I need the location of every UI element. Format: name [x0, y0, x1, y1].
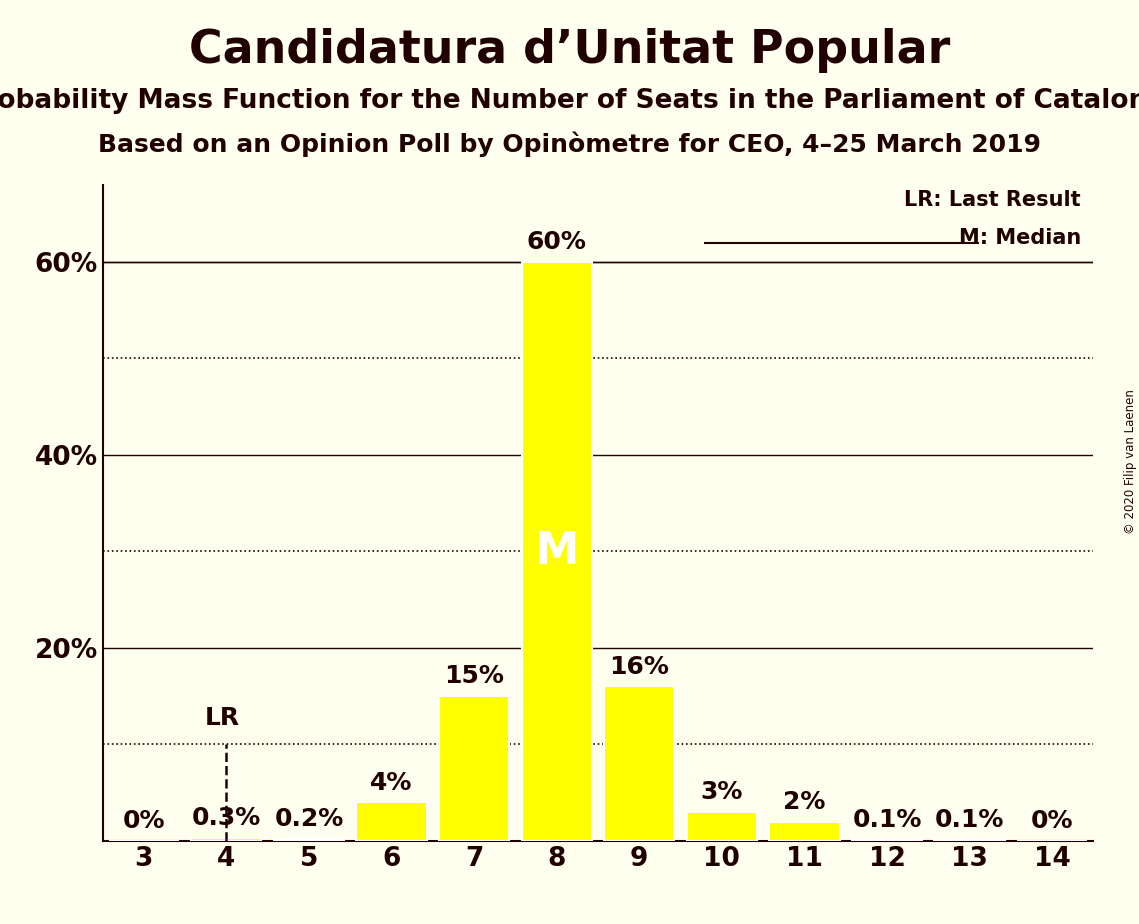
Text: 2%: 2% — [784, 790, 826, 814]
Text: 0%: 0% — [123, 809, 165, 833]
Bar — [769, 821, 839, 841]
Text: 16%: 16% — [609, 655, 670, 679]
Text: 4%: 4% — [370, 771, 412, 795]
Text: LR: LR — [205, 706, 240, 730]
Text: © 2020 Filip van Laenen: © 2020 Filip van Laenen — [1124, 390, 1137, 534]
Bar — [687, 812, 757, 841]
Bar — [604, 687, 674, 841]
Text: 15%: 15% — [444, 664, 505, 688]
Text: M: M — [534, 529, 579, 573]
Bar — [934, 840, 1005, 841]
Text: Probability Mass Function for the Number of Seats in the Parliament of Catalonia: Probability Mass Function for the Number… — [0, 88, 1139, 114]
Text: Candidatura d’Unitat Popular: Candidatura d’Unitat Popular — [189, 28, 950, 73]
Bar — [191, 838, 262, 841]
Text: 0%: 0% — [1031, 809, 1073, 833]
Text: 0.1%: 0.1% — [935, 808, 1005, 833]
Bar — [522, 262, 592, 841]
Text: 0.2%: 0.2% — [274, 808, 344, 832]
Bar — [273, 839, 344, 841]
Bar — [439, 696, 509, 841]
Bar — [357, 802, 427, 841]
Text: 60%: 60% — [526, 230, 587, 254]
Text: M: Median: M: Median — [959, 228, 1081, 249]
Text: 0.3%: 0.3% — [191, 807, 261, 831]
Text: 3%: 3% — [700, 780, 743, 804]
Text: LR: Last Result: LR: Last Result — [904, 189, 1081, 210]
Bar — [852, 840, 923, 841]
Text: 0.1%: 0.1% — [852, 808, 921, 833]
Text: Based on an Opinion Poll by Opinòmetre for CEO, 4–25 March 2019: Based on an Opinion Poll by Opinòmetre f… — [98, 131, 1041, 157]
